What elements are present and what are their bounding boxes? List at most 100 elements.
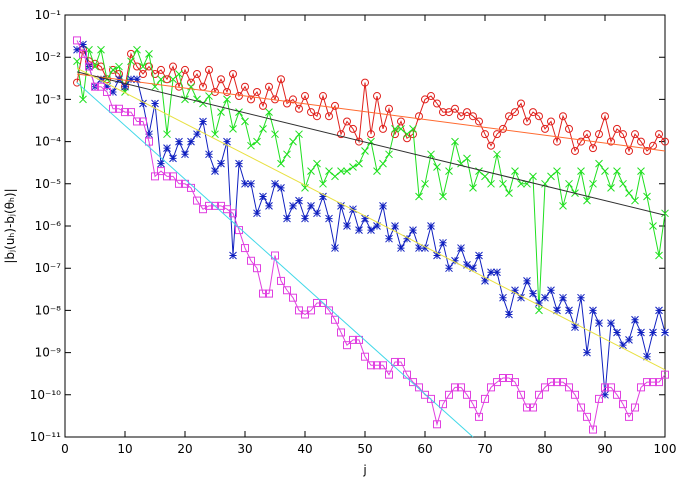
point [613, 328, 621, 337]
point [493, 130, 501, 139]
point [559, 378, 567, 387]
point [511, 286, 519, 295]
point [595, 394, 603, 403]
point [379, 361, 387, 370]
point [307, 202, 315, 210]
point [157, 75, 165, 84]
point [409, 125, 417, 133]
point [163, 75, 171, 84]
point [193, 196, 201, 205]
point [145, 50, 153, 58]
point [619, 400, 627, 409]
point [655, 130, 663, 139]
point [625, 336, 633, 344]
point [295, 130, 303, 139]
point [235, 108, 243, 116]
point [85, 62, 93, 71]
point [493, 150, 501, 159]
point [175, 137, 183, 146]
point [289, 293, 297, 302]
point [589, 425, 597, 434]
point [223, 205, 231, 214]
point [217, 108, 225, 116]
point [169, 75, 177, 84]
point [613, 167, 621, 175]
point [163, 144, 171, 152]
point [145, 130, 153, 139]
point [559, 112, 567, 121]
y-tick-label: 10⁻⁸ [35, 303, 62, 317]
point [577, 293, 585, 302]
point [451, 104, 459, 113]
point [139, 69, 147, 78]
y-tick-label: 10⁻³ [35, 92, 62, 106]
point [187, 137, 195, 146]
point [127, 108, 135, 117]
point [655, 378, 663, 387]
point [535, 299, 543, 307]
point [277, 159, 285, 168]
point [643, 352, 651, 361]
point [475, 412, 483, 421]
point [649, 328, 657, 337]
point [625, 412, 633, 421]
point [265, 202, 273, 210]
point [325, 112, 333, 121]
point [157, 159, 165, 168]
point [265, 82, 273, 91]
point [433, 420, 441, 429]
point [277, 75, 285, 84]
point [439, 192, 447, 201]
point [661, 370, 669, 379]
point [331, 172, 339, 181]
point [151, 172, 159, 181]
point [547, 286, 555, 295]
x-tick-label: 70 [477, 442, 492, 456]
point [325, 214, 333, 223]
point [433, 99, 441, 108]
x-tick-label: 100 [654, 442, 677, 456]
point [475, 167, 483, 175]
series-line [76, 43, 666, 395]
point [595, 159, 603, 168]
point [157, 65, 165, 74]
y-axis-label: |bⱼ(uₕ)-bⱼ(θₕ)| [3, 188, 17, 263]
point [121, 82, 129, 91]
x-tick-label: 40 [297, 442, 312, 456]
point [571, 390, 579, 399]
point [181, 179, 189, 188]
point [643, 378, 651, 387]
point [553, 137, 561, 146]
point [535, 112, 543, 121]
point [391, 222, 399, 230]
point [109, 66, 117, 74]
y-tick-label: 10⁻¹¹ [30, 430, 61, 444]
point [517, 99, 525, 108]
point [523, 117, 531, 126]
point [211, 201, 219, 210]
point [373, 361, 381, 370]
point [391, 357, 399, 366]
point [661, 209, 669, 218]
point [499, 179, 507, 188]
point [307, 108, 315, 117]
point [445, 108, 453, 117]
point [229, 251, 237, 260]
point [631, 315, 639, 324]
point [505, 189, 513, 198]
x-tick-label: 10 [117, 442, 132, 456]
point [259, 289, 267, 298]
point [529, 289, 537, 298]
point [283, 99, 291, 108]
point [313, 112, 321, 121]
point [499, 374, 507, 383]
point [541, 124, 549, 133]
point [427, 150, 435, 159]
x-axis-label: j [362, 463, 366, 477]
point [241, 244, 249, 253]
point [595, 319, 603, 327]
point [379, 159, 387, 168]
point [481, 394, 489, 403]
point [415, 192, 423, 201]
point [643, 192, 651, 201]
